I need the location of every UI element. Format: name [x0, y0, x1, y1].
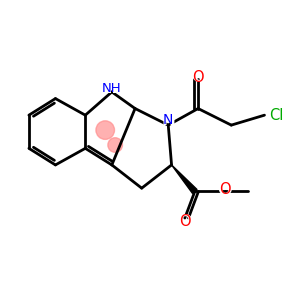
Text: Cl: Cl — [269, 108, 284, 123]
Text: NH: NH — [98, 81, 125, 96]
Text: O: O — [192, 70, 204, 85]
Circle shape — [108, 138, 122, 152]
Text: O: O — [178, 213, 192, 231]
Text: N: N — [161, 111, 175, 129]
Circle shape — [96, 121, 115, 140]
Text: O: O — [217, 181, 232, 199]
Polygon shape — [172, 165, 197, 194]
Text: Cl: Cl — [269, 106, 288, 124]
Text: O: O — [191, 68, 206, 86]
Text: O: O — [179, 214, 191, 230]
Text: N: N — [163, 113, 173, 127]
Text: O: O — [219, 182, 230, 197]
Text: NH: NH — [102, 82, 122, 95]
